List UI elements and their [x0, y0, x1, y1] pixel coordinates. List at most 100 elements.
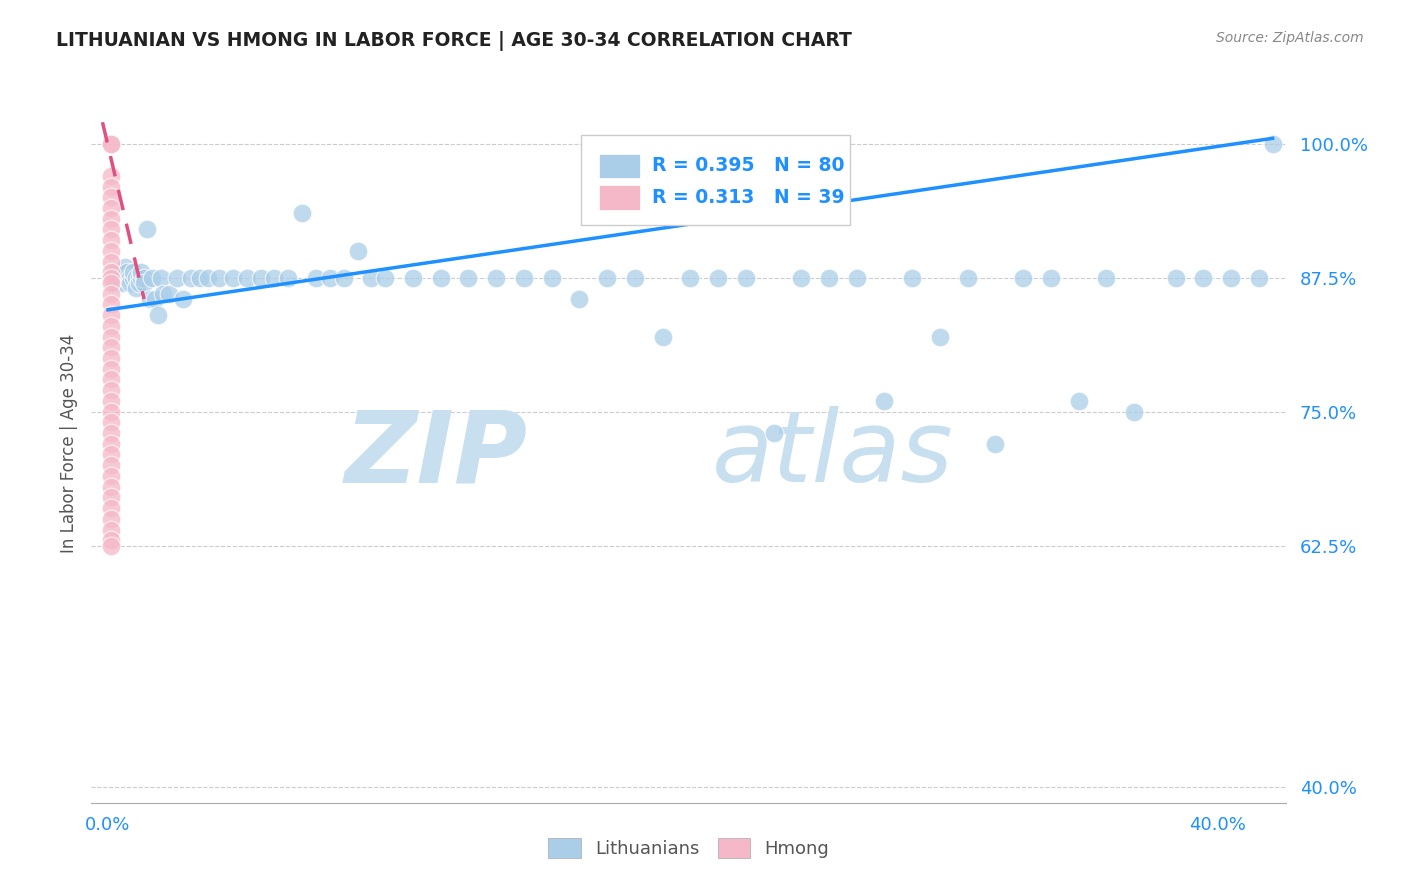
- Point: [100, 340, 122, 354]
- Point: [100, 169, 122, 183]
- Point: [873, 393, 896, 408]
- Point: [138, 292, 160, 306]
- Point: [114, 260, 136, 274]
- Point: [429, 270, 451, 285]
- Point: [1039, 270, 1062, 285]
- Point: [319, 270, 342, 285]
- Point: [105, 276, 128, 290]
- Point: [100, 436, 122, 450]
- Point: [100, 233, 122, 247]
- Point: [100, 425, 122, 440]
- Point: [103, 270, 125, 285]
- Point: [100, 286, 122, 301]
- Point: [596, 270, 619, 285]
- FancyBboxPatch shape: [599, 186, 640, 210]
- Point: [1192, 270, 1215, 285]
- Text: atlas: atlas: [711, 406, 953, 503]
- Point: [129, 270, 152, 285]
- Point: [149, 270, 172, 285]
- Point: [100, 318, 122, 333]
- Legend: Lithuanians, Hmong: Lithuanians, Hmong: [541, 830, 837, 865]
- Point: [1067, 393, 1090, 408]
- Point: [100, 372, 122, 386]
- Point: [208, 270, 231, 285]
- Point: [135, 222, 157, 236]
- Point: [152, 286, 174, 301]
- Point: [141, 270, 163, 285]
- Point: [188, 270, 211, 285]
- Point: [100, 361, 122, 376]
- Point: [100, 539, 122, 553]
- Point: [100, 383, 122, 397]
- Point: [1095, 270, 1118, 285]
- Point: [117, 265, 139, 279]
- Point: [1261, 136, 1284, 151]
- Text: ZIP: ZIP: [344, 406, 527, 503]
- Point: [128, 276, 150, 290]
- Point: [100, 297, 122, 311]
- FancyBboxPatch shape: [599, 153, 640, 178]
- Point: [100, 501, 122, 516]
- Point: [100, 351, 122, 365]
- Point: [707, 270, 730, 285]
- Point: [1247, 270, 1270, 285]
- Point: [143, 292, 166, 306]
- Point: [157, 286, 180, 301]
- Text: Source: ZipAtlas.com: Source: ZipAtlas.com: [1216, 31, 1364, 45]
- FancyBboxPatch shape: [582, 135, 851, 225]
- Point: [485, 270, 508, 285]
- Point: [374, 270, 396, 285]
- Point: [117, 270, 139, 285]
- Point: [332, 270, 354, 285]
- Point: [360, 270, 382, 285]
- Point: [1012, 270, 1035, 285]
- Point: [1123, 404, 1146, 418]
- Point: [146, 308, 169, 322]
- Point: [100, 270, 122, 285]
- Point: [100, 308, 122, 322]
- Point: [277, 270, 299, 285]
- Point: [100, 211, 122, 226]
- Point: [114, 270, 136, 285]
- Point: [100, 393, 122, 408]
- Point: [984, 436, 1007, 450]
- Point: [568, 292, 591, 306]
- Point: [128, 270, 150, 285]
- Point: [222, 270, 245, 285]
- Point: [100, 329, 122, 343]
- Point: [120, 276, 142, 290]
- Point: [100, 244, 122, 258]
- Text: R = 0.313   N = 39: R = 0.313 N = 39: [652, 188, 845, 207]
- Point: [108, 270, 131, 285]
- Point: [956, 270, 979, 285]
- Point: [100, 458, 122, 473]
- Point: [100, 222, 122, 236]
- Point: [291, 206, 314, 220]
- Point: [100, 276, 122, 290]
- Point: [100, 265, 122, 279]
- Point: [100, 533, 122, 548]
- Point: [100, 190, 122, 204]
- Point: [100, 491, 122, 505]
- Point: [901, 270, 924, 285]
- Point: [1220, 270, 1243, 285]
- Point: [402, 270, 425, 285]
- Point: [651, 329, 673, 343]
- Point: [100, 179, 122, 194]
- Point: [180, 270, 202, 285]
- Point: [624, 270, 647, 285]
- Point: [100, 512, 122, 526]
- Point: [125, 270, 148, 285]
- Point: [166, 270, 188, 285]
- Point: [172, 292, 194, 306]
- Text: R = 0.395   N = 80: R = 0.395 N = 80: [652, 156, 845, 176]
- Point: [132, 270, 155, 285]
- Point: [1164, 270, 1187, 285]
- Point: [818, 270, 841, 285]
- Point: [197, 270, 219, 285]
- Point: [100, 254, 122, 268]
- Point: [100, 469, 122, 483]
- Point: [513, 270, 536, 285]
- Point: [679, 270, 702, 285]
- Point: [122, 265, 145, 279]
